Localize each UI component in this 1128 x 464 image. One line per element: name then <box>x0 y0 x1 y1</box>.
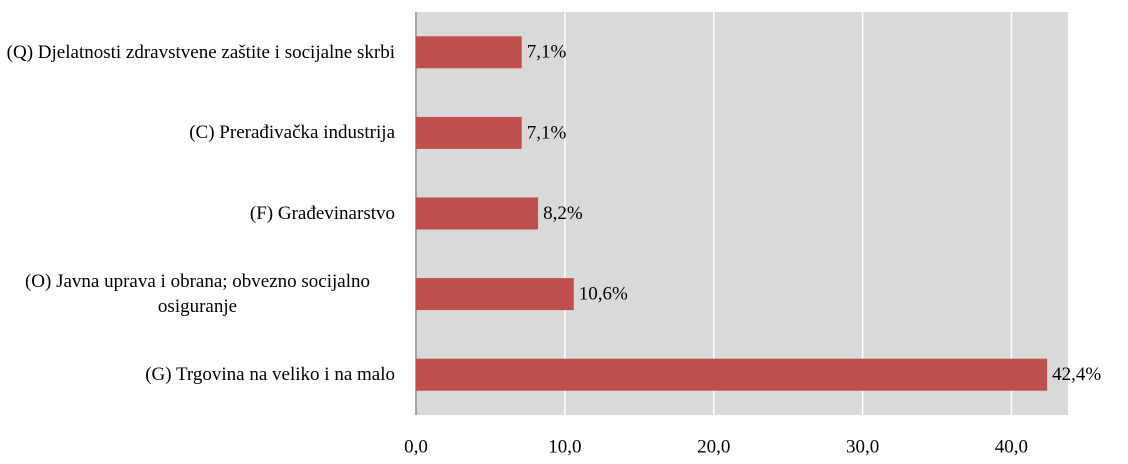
x-tick-label: 10,0 <box>548 436 581 457</box>
y-tick-label: (G) Trgovina na veliko i na malo <box>145 364 395 386</box>
data-label: 42,4% <box>1052 364 1101 385</box>
x-tick-label: 40,0 <box>995 436 1028 457</box>
y-tick-label: (O) Javna uprava i obrana; obvezno socij… <box>24 271 371 318</box>
y-tick-label-box: (Q) Djelatnosti zdravstvene zaštite i so… <box>0 12 395 92</box>
x-tick-label: 30,0 <box>846 436 879 457</box>
data-label: 10,6% <box>579 283 628 304</box>
y-tick-label-box: (F) Građevinarstvo <box>0 174 395 254</box>
bar <box>416 36 522 69</box>
data-label: 8,2% <box>543 203 583 224</box>
data-label: 7,1% <box>527 42 567 63</box>
bar <box>416 358 1048 391</box>
y-tick-label: (F) Građevinarstvo <box>249 203 395 224</box>
x-tick-label: 20,0 <box>697 436 730 457</box>
bar <box>416 197 539 230</box>
y-tick-label: (C) Prerađivačka industrija <box>189 122 395 144</box>
bar <box>416 278 574 311</box>
data-label: 7,1% <box>527 122 567 143</box>
x-tick-label: 0,0 <box>404 436 428 457</box>
bar <box>416 116 522 149</box>
y-tick-label: (Q) Djelatnosti zdravstvene zaštite i so… <box>6 41 395 63</box>
y-tick-label-box: (O) Javna uprava i obrana; obvezno socij… <box>0 254 395 334</box>
y-tick-label-box: (C) Prerađivačka industrija <box>0 93 395 173</box>
y-tick-label-box: (G) Trgovina na veliko i na malo <box>0 335 395 415</box>
